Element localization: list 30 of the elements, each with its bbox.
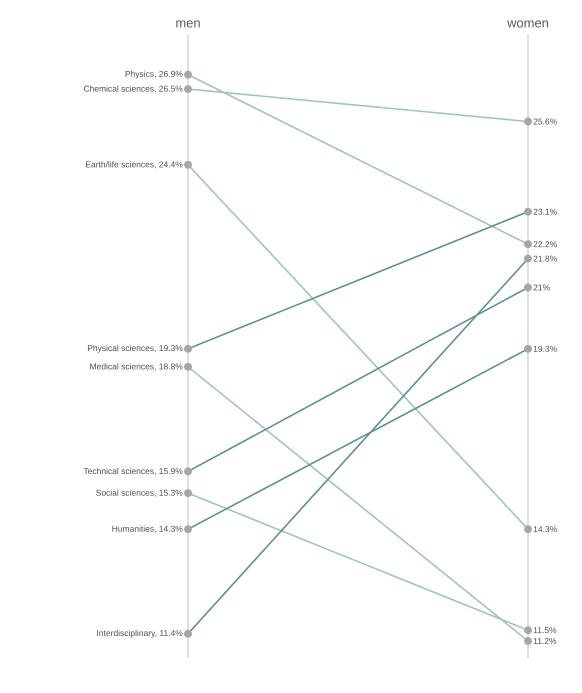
data-label: Interdisciplinary, 11.4% (97, 630, 182, 638)
data-label: 23.1% (534, 208, 557, 215)
data-label: 14.3% (534, 526, 557, 532)
data-label: 25.6% (534, 118, 557, 125)
point (524, 240, 532, 248)
point (524, 118, 532, 126)
point (184, 70, 192, 79)
point (524, 637, 532, 645)
data-label: Social sciences, 15.3% (96, 489, 182, 497)
point (184, 160, 192, 169)
data-label: 11.5% (534, 627, 556, 634)
data-label: Humanities, 14.3% (112, 526, 182, 533)
data-label: 22.2% (534, 241, 557, 248)
point (184, 362, 192, 371)
point (184, 85, 192, 94)
x-tick-label: men (176, 20, 200, 28)
data-label: Medical sciences, 18.8% (90, 363, 182, 370)
data-label: 19.3% (534, 346, 557, 352)
data-label: 11.2% (534, 638, 556, 644)
point (524, 525, 532, 534)
x-tick-label: women (507, 20, 548, 28)
data-label: Earth/life sciences, 24.4% (86, 161, 182, 168)
point (184, 489, 192, 498)
data-label: 21% (534, 284, 550, 290)
data-label: Physical sciences, 19.3% (88, 344, 182, 353)
data-label: Chemical sciences, 26.5% (84, 85, 182, 93)
data-label: 21.8% (534, 256, 557, 262)
data-label: Physics, 26.9% (126, 70, 182, 79)
data-label: Technical sciences, 15.9% (84, 468, 182, 476)
point (524, 626, 532, 634)
